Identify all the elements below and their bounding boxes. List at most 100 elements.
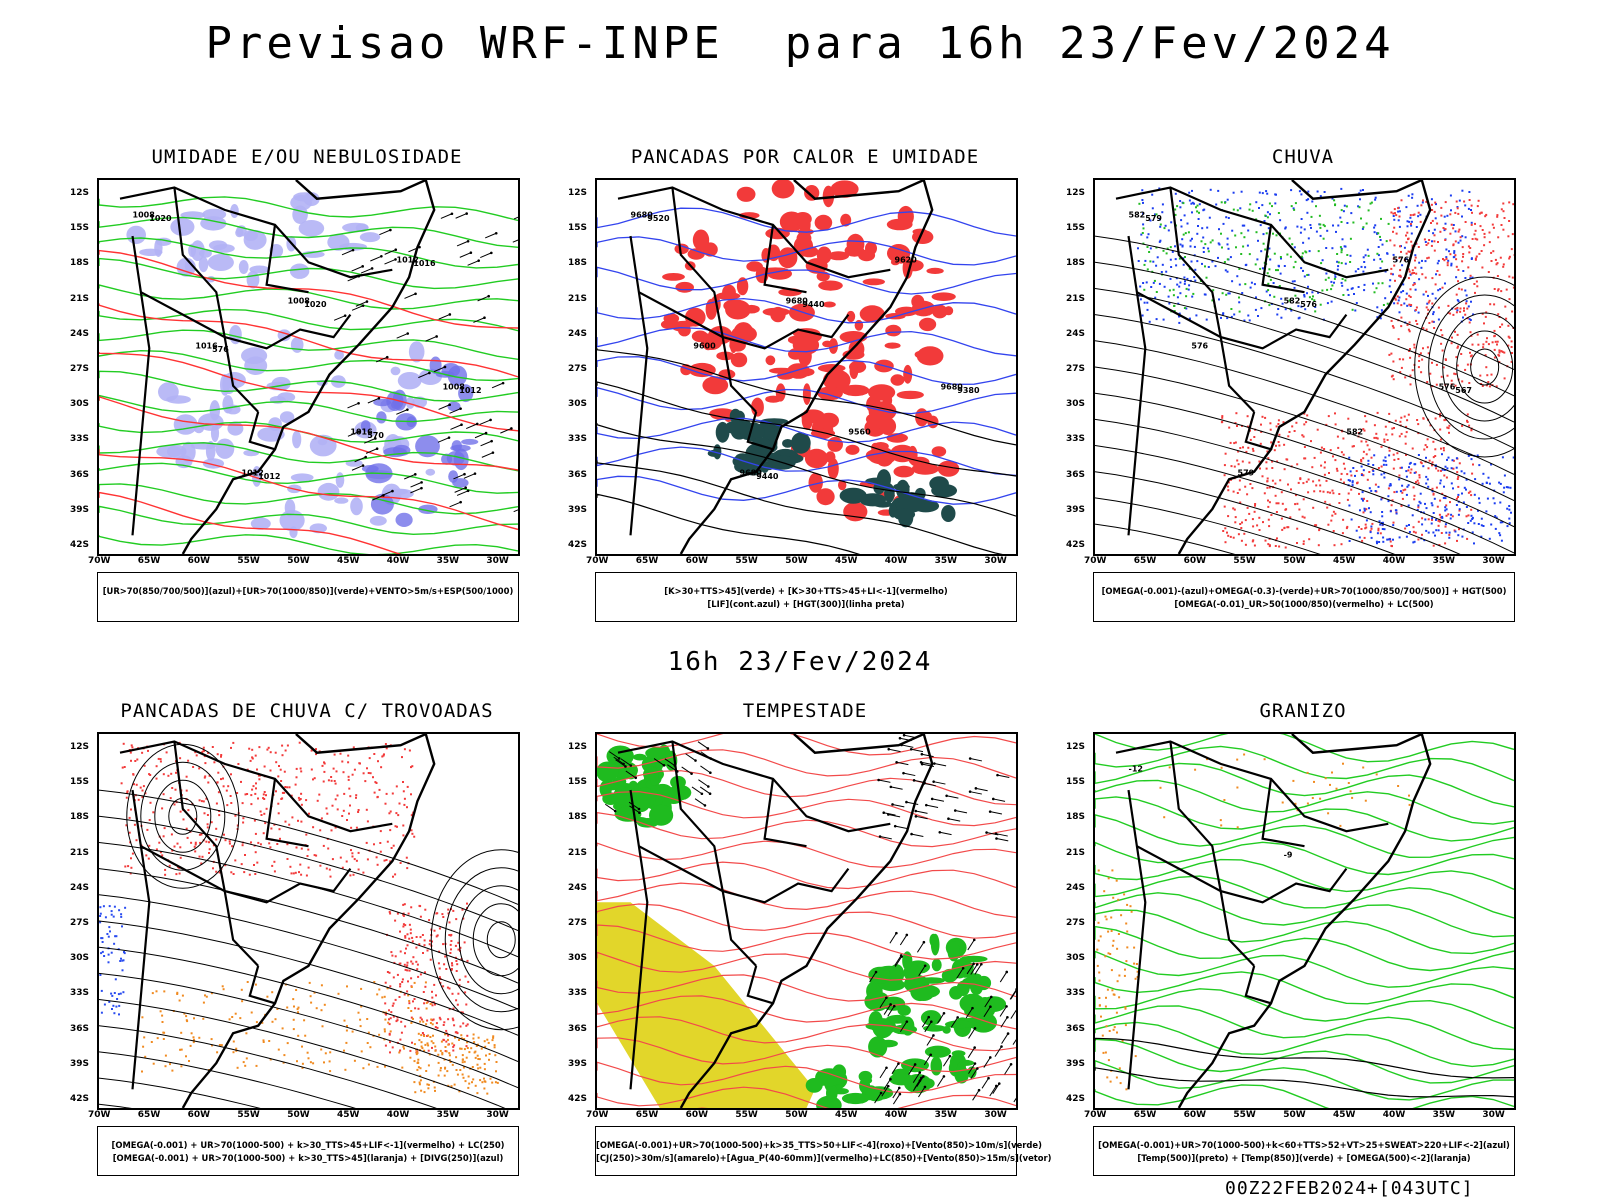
lat-tick-label: 24S xyxy=(1066,882,1086,893)
lat-tick-label: 39S xyxy=(568,504,588,515)
lat-tick-label: 27S xyxy=(568,364,588,374)
lon-tick-label: 30W xyxy=(984,1110,1007,1120)
lat-tick-label: 27S xyxy=(1066,364,1086,374)
lon-tick-label: 55W xyxy=(1233,1110,1256,1120)
lon-tick-label: 40W xyxy=(884,1110,908,1120)
lon-tick-label: 35W xyxy=(436,1110,460,1120)
contour-label: 576 xyxy=(1393,255,1410,264)
contour-label: 579 xyxy=(1238,469,1255,478)
lon-tick-label: 50W xyxy=(785,556,808,566)
lon-tick-label: 30W xyxy=(1482,556,1505,566)
contour-label: 1012 xyxy=(459,386,481,395)
contour-label: 1020 xyxy=(304,300,327,309)
lon-tick-label: 65W xyxy=(1133,1110,1157,1120)
lon-tick-label: 30W xyxy=(984,556,1007,566)
legend-umidade: [UR>70(850/700/500)](azul)+[UR>70(1000/8… xyxy=(97,572,519,622)
contour-label: 582 xyxy=(1346,427,1363,436)
lon-tick-label: 35W xyxy=(934,1110,958,1120)
lat-tick-label: 33S xyxy=(568,988,588,999)
lat-tick-label: 36S xyxy=(1066,469,1086,480)
contour-label: 9620 xyxy=(895,255,918,264)
lat-tick-label: 18S xyxy=(1066,258,1086,269)
contour-label: 9680 xyxy=(631,210,654,219)
lat-tick-label: 15S xyxy=(568,777,588,788)
lon-tick-label: 60W xyxy=(1183,1110,1207,1120)
lon-tick-label: 45W xyxy=(835,1110,858,1120)
map-umidade: 1008 1008 1008 1012 1012 1016 1016 1020 1020 1012… xyxy=(97,178,520,556)
contour-label: 1012 xyxy=(258,472,280,481)
lon-tick-label: 65W xyxy=(137,556,161,566)
lat-tick-label: 36S xyxy=(70,469,90,480)
contour-label: 9680 xyxy=(941,382,964,391)
legend-line-1: [OMEGA(-0.001)+UR>70(1000-500)+k>35_TTS>… xyxy=(596,1140,1042,1150)
lon-tick-label: 65W xyxy=(137,1110,161,1120)
lat-tick-label: 33S xyxy=(70,434,90,445)
map-granizo: -12 -9 xyxy=(1093,732,1516,1110)
legend-line-1: [UR>70(850/700/500)](azul)+[UR>70(1000/8… xyxy=(102,586,514,596)
lat-tick-label: 21S xyxy=(70,293,90,304)
map-chuva: 582 582 576 579 576 576 582 579 576 567 xyxy=(1093,178,1516,556)
lat-tick-label: 12S xyxy=(70,188,90,198)
panel-title-pancadas-calor: PANCADAS POR CALOR E UMIDADE xyxy=(630,146,980,168)
lat-tick-label: 15S xyxy=(1066,223,1086,234)
lat-tick-label: 15S xyxy=(1066,777,1086,788)
contour-label: 579 xyxy=(1145,214,1162,223)
contour-label: 582 xyxy=(1284,296,1301,305)
legend-line-1: [OMEGA(-0.001)-(azul)+OMEGA(-0.3)-(verde… xyxy=(1101,586,1507,596)
lat-tick-label: 42S xyxy=(568,1094,588,1104)
panel-title-tempestade: TEMPESTADE xyxy=(742,700,868,722)
legend-line-2: [OMEGA(-0.001) + UR>70(1000-500) + k>30_… xyxy=(112,1153,504,1163)
main-title: Previsao WRF-INPE para 16h 23/Fev/2024 xyxy=(205,18,1395,69)
lat-tick-label: 24S xyxy=(568,882,588,893)
lat-tick-label: 33S xyxy=(568,434,588,445)
contour-label: 1016 xyxy=(195,341,218,350)
lon-tick-label: 40W xyxy=(386,1110,410,1120)
lat-tick-label: 42S xyxy=(70,540,90,550)
lon-tick-label: 65W xyxy=(1133,556,1157,566)
contour-label: 9680 xyxy=(740,469,763,478)
map-graphics: 9680 9680 9680 9680 9620 9600 9560 9520 9440 9380… xyxy=(597,180,1016,554)
legend-trovoadas: [OMEGA(-0.001) + UR>70(1000-500) + k>30_… xyxy=(97,1126,519,1176)
lon-tick-label: 50W xyxy=(287,556,310,566)
contour-label: 1012 xyxy=(397,255,419,264)
lon-tick-label: 60W xyxy=(685,1110,709,1120)
run-info-footer: 00Z22FEB2024+[043UTC] xyxy=(1225,1178,1474,1199)
contour-label: 1012 xyxy=(242,469,264,478)
lon-tick-label: 55W xyxy=(237,1110,260,1120)
contour-label: 1008 xyxy=(443,382,466,391)
lat-tick-label: 36S xyxy=(568,469,588,480)
contour-label: 570 xyxy=(367,431,384,440)
contour-label: 9440 xyxy=(802,300,825,309)
lat-tick-label: 12S xyxy=(1066,188,1086,198)
lon-tick-label: 70W xyxy=(88,556,111,566)
panel-title-umidade: UMIDADE E/OU NEBULOSIDADE xyxy=(151,146,463,168)
lon-tick-label: 45W xyxy=(835,556,858,566)
lon-tick-label: 55W xyxy=(237,556,260,566)
lon-tick-label: 55W xyxy=(735,556,758,566)
contour-label: 576 xyxy=(1191,341,1208,350)
lon-tick-label: 45W xyxy=(1333,1110,1356,1120)
map-pancadas-calor: 9680 9680 9680 9680 9620 9600 9560 9520 9440 9380… xyxy=(595,178,1018,556)
contour-label: 582 xyxy=(1129,210,1146,219)
legend-line-1: [OMEGA(-0.001) + UR>70(1000-500) + k>30_… xyxy=(111,1140,505,1150)
contour-label: 576 xyxy=(212,345,229,354)
lat-tick-label: 21S xyxy=(1066,293,1086,304)
lon-tick-label: 40W xyxy=(884,556,908,566)
map-graphics: -12 -9 xyxy=(1095,734,1514,1108)
lat-tick-label: 39S xyxy=(70,1058,90,1069)
lon-tick-label: 30W xyxy=(486,556,509,566)
lat-tick-label: 33S xyxy=(1066,988,1086,999)
lat-tick-label: 36S xyxy=(568,1023,588,1034)
lon-tick-label: 70W xyxy=(1084,556,1107,566)
lat-tick-label: 30S xyxy=(568,953,588,964)
lon-tick-label: 45W xyxy=(1333,556,1356,566)
lat-tick-label: 18S xyxy=(1066,812,1086,823)
lon-tick-label: 45W xyxy=(337,556,360,566)
legend-line-2: [LIF](cont.azul) + [HGT(300)](linha pret… xyxy=(707,599,905,609)
lat-tick-label: 30S xyxy=(568,399,588,410)
lon-tick-label: 50W xyxy=(1283,1110,1306,1120)
lon-tick-label: 30W xyxy=(1482,1110,1505,1120)
lon-tick-label: 60W xyxy=(187,556,211,566)
lon-tick-label: 65W xyxy=(635,1110,659,1120)
lat-tick-label: 15S xyxy=(70,223,90,234)
